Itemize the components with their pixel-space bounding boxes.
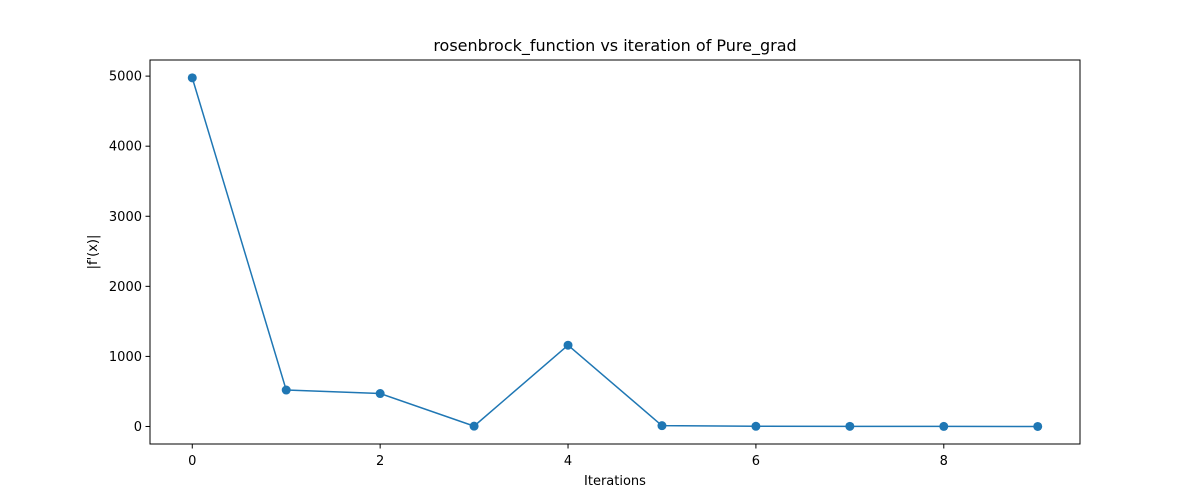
data-point bbox=[469, 421, 479, 431]
data-point bbox=[657, 421, 667, 431]
y-tick-label: 4000 bbox=[109, 140, 142, 155]
x-tick-label: 0 bbox=[188, 454, 196, 469]
x-axis-label: Iterations bbox=[584, 474, 646, 489]
y-axis-label: |f'(x)| bbox=[86, 235, 101, 270]
data-point bbox=[1033, 421, 1043, 431]
data-point bbox=[563, 340, 573, 350]
data-point bbox=[187, 73, 197, 83]
series-points bbox=[187, 73, 1043, 431]
plot-area bbox=[149, 59, 1081, 445]
y-tick-label: 2000 bbox=[109, 280, 142, 295]
y-tick-label: 1000 bbox=[109, 350, 142, 365]
series-line bbox=[191, 77, 1038, 428]
x-axis: 0 2 4 6 8 bbox=[188, 444, 948, 469]
y-tick-label: 3000 bbox=[109, 210, 142, 225]
data-point bbox=[375, 389, 385, 399]
x-tick-label: 6 bbox=[752, 454, 760, 469]
chart-title: rosenbrock_function vs iteration of Pure… bbox=[433, 36, 796, 56]
y-tick-label: 0 bbox=[134, 420, 142, 435]
data-point bbox=[939, 421, 949, 431]
y-tick-label: 5000 bbox=[109, 70, 142, 85]
x-tick-label: 2 bbox=[376, 454, 384, 469]
data-point bbox=[751, 421, 761, 431]
x-tick-label: 8 bbox=[940, 454, 948, 469]
data-point bbox=[281, 385, 291, 395]
data-point bbox=[845, 421, 855, 431]
x-tick-label: 4 bbox=[564, 454, 572, 469]
y-axis: 0 1000 2000 3000 4000 5000 bbox=[109, 70, 150, 435]
